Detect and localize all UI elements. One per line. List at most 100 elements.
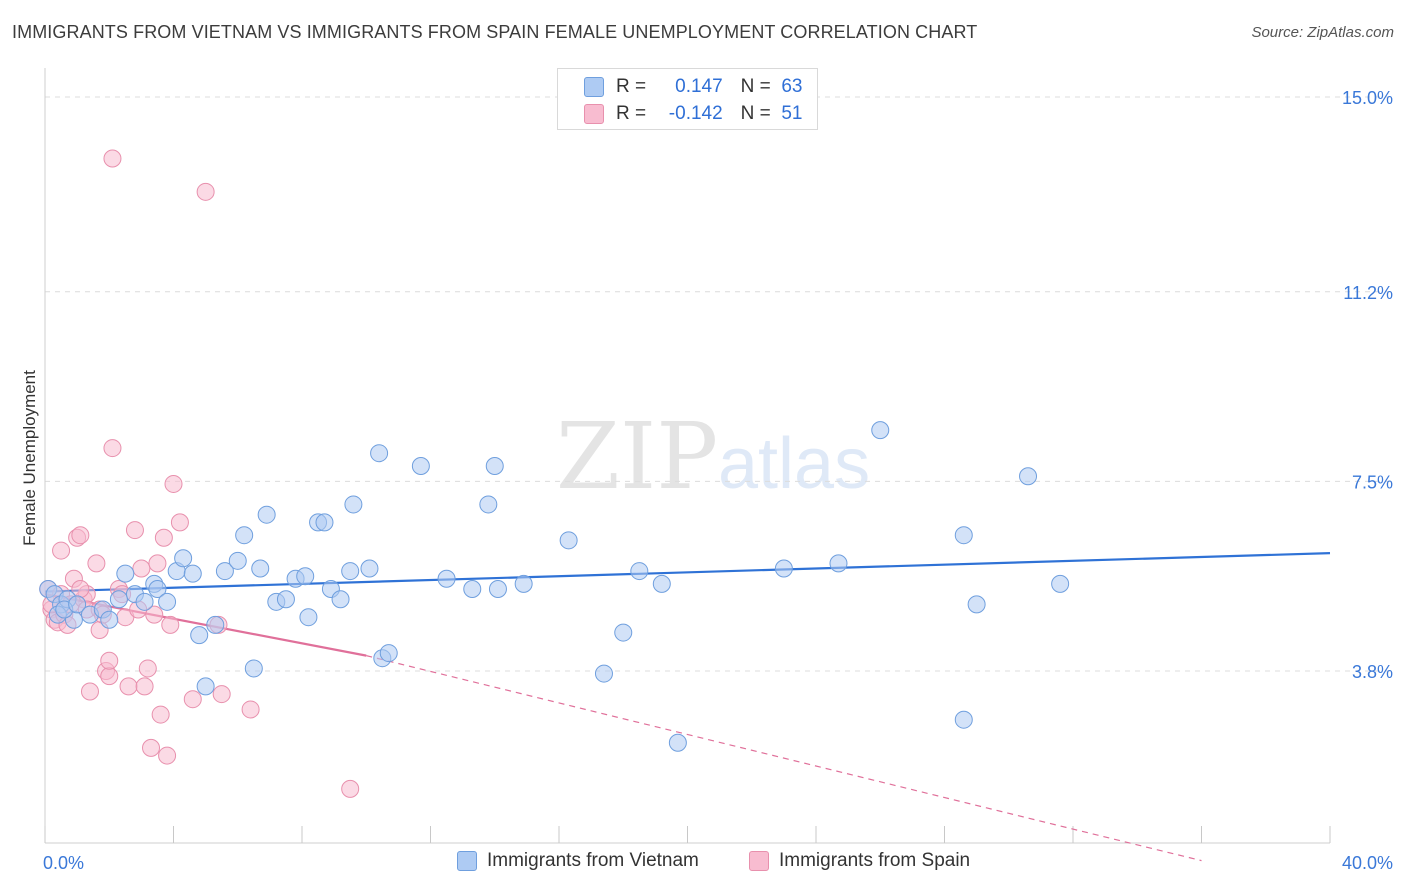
spain-point [52, 541, 71, 560]
vietnam-point [100, 610, 119, 629]
spain-point [161, 615, 180, 634]
spain-point [164, 474, 183, 493]
chart-title: IMMIGRANTS FROM VIETNAM VS IMMIGRANTS FR… [12, 22, 978, 42]
legend-swatch-spain [749, 851, 769, 871]
spain-swatch [584, 104, 604, 124]
n-label: N = [740, 103, 771, 124]
spain-point [196, 182, 215, 201]
spain-point [103, 149, 122, 168]
y-tick-label: 7.5% [1352, 472, 1393, 492]
vietnam-point [652, 574, 671, 593]
vietnam-point [183, 564, 202, 583]
spain-point [158, 746, 177, 765]
spain-point [132, 559, 151, 578]
spain-points [39, 149, 360, 798]
x-tick-labels: 0.0% 40.0% [43, 853, 1393, 873]
spain-point [151, 705, 170, 724]
correlation-row-vietnam: R = 0.147 N = 63 [584, 74, 802, 100]
vietnam-point [488, 580, 507, 598]
vietnam-point [315, 513, 334, 532]
spain-point [142, 738, 161, 757]
spain-point [119, 677, 138, 696]
vietnam-point [244, 659, 263, 678]
n-value-vietnam: 63 [781, 76, 803, 97]
correlation-row-spain: R = -0.142 N = 51 [584, 101, 802, 127]
vietnam-point [411, 457, 430, 475]
vietnam-point [158, 592, 177, 611]
vietnam-point [485, 457, 504, 475]
trend-lines [44, 552, 1331, 862]
vietnam-point [299, 608, 318, 627]
spain-point [138, 659, 157, 678]
x-axis-ticks [44, 826, 1331, 843]
x-tick-label: 40.0% [1342, 853, 1393, 873]
vietnam-point [829, 554, 848, 573]
vietnam-points [39, 421, 1070, 752]
vietnam-point [215, 562, 234, 581]
spain-point [170, 513, 189, 532]
y-tick-label: 11.2% [1343, 283, 1393, 303]
vietnam-point [954, 526, 973, 545]
legend-swatch-vietnam [457, 851, 477, 871]
vietnam-point [559, 531, 578, 550]
vietnam-point [296, 567, 315, 586]
vietnam-point [344, 495, 363, 514]
vietnam-point [871, 421, 890, 440]
vietnam-point [190, 626, 209, 645]
spain-point [212, 685, 231, 704]
vietnam-point [967, 595, 986, 614]
spain-point [100, 651, 119, 670]
vietnam-point [463, 580, 482, 598]
vietnam-point [135, 592, 154, 611]
spain-point [100, 667, 119, 686]
spain-point [87, 554, 106, 573]
correlation-legend: R = 0.147 N = 63 R = -0.142 N = 51 [557, 68, 818, 130]
x-tick-label: 0.0% [43, 853, 84, 873]
y-tick-labels: 3.8% 7.5% 11.2% 15.0% [1342, 88, 1393, 682]
series-legend: Immigrants from Vietnam Immigrants from … [0, 850, 1406, 878]
vietnam-trend-line [44, 552, 1331, 593]
spain-point [103, 439, 122, 458]
spain-point [148, 554, 167, 573]
legend-label-vietnam: Immigrants from Vietnam [487, 850, 699, 871]
legend-label-spain: Immigrants from Spain [779, 850, 971, 871]
vietnam-point [514, 574, 533, 593]
vietnam-point [251, 559, 270, 578]
watermark: ZIP atlas [556, 403, 870, 510]
vietnam-point [331, 590, 350, 609]
y-tick-label: 3.8% [1352, 662, 1393, 682]
vietnam-point [668, 733, 687, 752]
spain-point [183, 690, 202, 709]
vietnam-point [360, 559, 379, 578]
legend-item-spain[interactable]: Immigrants from Spain [749, 850, 970, 872]
r-value-spain: -0.142 [668, 103, 723, 124]
vietnam-point [1019, 467, 1038, 486]
r-value-vietnam: 0.147 [675, 76, 723, 97]
r-label: R = [616, 103, 647, 124]
n-label: N = [740, 76, 771, 97]
spain-point [71, 526, 90, 545]
legend-item-vietnam[interactable]: Immigrants from Vietnam [457, 850, 699, 872]
vietnam-point [437, 569, 456, 588]
vietnam-point [276, 590, 295, 609]
vietnam-point [614, 623, 633, 642]
vietnam-point [206, 615, 225, 634]
source-label: Source: ZipAtlas.com [1251, 24, 1394, 41]
r-label: R = [616, 76, 647, 97]
spain-point [135, 677, 154, 696]
vietnam-point [1051, 574, 1070, 593]
spain-point [241, 700, 260, 719]
spain-point [154, 528, 173, 547]
vietnam-point [341, 562, 360, 581]
vietnam-point [954, 710, 973, 729]
vietnam-point [235, 526, 254, 545]
vietnam-point [109, 590, 128, 609]
vietnam-swatch [584, 77, 604, 97]
vietnam-point [196, 677, 215, 696]
vietnam-point [68, 595, 87, 614]
vietnam-point [148, 580, 167, 598]
spain-trend-extension [366, 655, 1202, 862]
spain-point [145, 605, 164, 624]
vietnam-point [257, 505, 276, 524]
